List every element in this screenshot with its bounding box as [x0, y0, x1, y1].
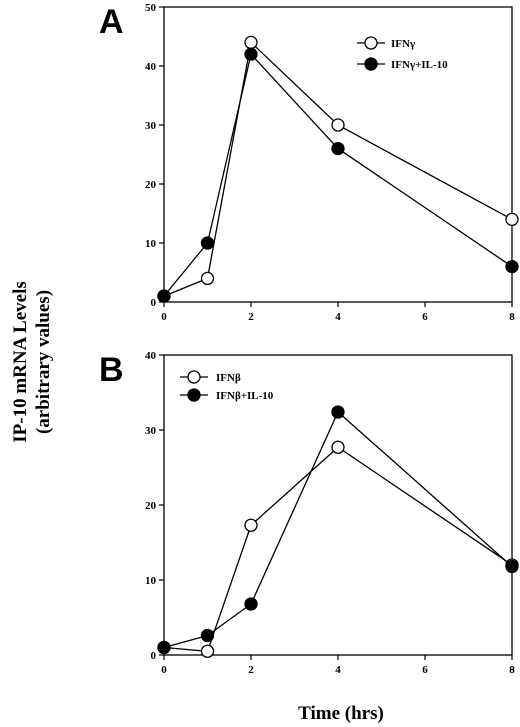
data-point [200, 271, 215, 286]
panel-letter: A [99, 3, 124, 41]
data-point [244, 597, 258, 611]
x-tick-label: 0 [161, 664, 167, 676]
data-point [331, 118, 345, 132]
x-tick-label: 4 [335, 311, 341, 323]
data-point [157, 289, 171, 303]
y-tick-label: 40 [145, 61, 157, 73]
x-tick-label: 6 [422, 311, 428, 323]
panel-b: B 0 10 20 30 40 0 2 4 6 8 IFNβ IFNβ+IL-10 [99, 350, 519, 676]
legend-marker [187, 388, 201, 402]
data-point [331, 440, 345, 454]
y-tick-label: 40 [145, 350, 157, 362]
legend-marker [364, 57, 378, 71]
legend-entry: IFNβ+IL-10 [216, 390, 274, 402]
data-point [200, 236, 215, 250]
data-point [244, 35, 258, 50]
y-axis-label-line1: IP-10 mRNA Levels [10, 281, 31, 442]
data-point [244, 47, 258, 61]
series-line [163, 52, 513, 297]
y-tick-label: 0 [151, 297, 157, 309]
x-tick-label: 2 [248, 664, 254, 676]
y-tick-label: 10 [145, 575, 157, 587]
y-tick-label: 30 [145, 120, 157, 132]
x-tick-label: 2 [248, 311, 254, 323]
data-point [505, 559, 519, 574]
x-tick-label: 8 [509, 664, 515, 676]
panel-a: A 0 10 20 30 40 50 0 2 4 6 8 IFNγ IFNγ+IL-10 [99, 2, 519, 323]
series-line [163, 446, 513, 652]
y-tick-label: 20 [145, 500, 157, 512]
x-tick-label: 0 [161, 311, 167, 323]
legend-marker [364, 36, 378, 50]
data-point [244, 518, 258, 532]
data-point [200, 628, 215, 643]
legend-marker [187, 370, 201, 384]
series-line [163, 41, 513, 297]
x-axis-label: Time (hrs) [298, 703, 384, 724]
data-point [331, 141, 345, 156]
x-tick-label: 8 [509, 311, 515, 323]
data-point [505, 259, 519, 274]
y-tick-label: 10 [145, 238, 157, 250]
x-tick-label: 4 [335, 664, 341, 676]
panel-letter: B [99, 351, 124, 389]
x-tick-label: 6 [422, 664, 428, 676]
data-point [331, 405, 345, 419]
y-tick-label: 20 [145, 179, 157, 191]
legend-entry: IFNβ [216, 372, 241, 384]
legend-entry: IFNγ+IL-10 [391, 59, 448, 71]
data-point [505, 212, 519, 227]
data-point [157, 640, 171, 655]
y-axis-label-line2: (arbitrary values) [33, 290, 54, 434]
legend-entry: IFNγ [391, 38, 415, 50]
y-tick-label: 30 [145, 425, 157, 437]
y-tick-label: 0 [151, 650, 157, 662]
y-tick-label: 50 [145, 2, 157, 14]
data-point [200, 644, 215, 658]
